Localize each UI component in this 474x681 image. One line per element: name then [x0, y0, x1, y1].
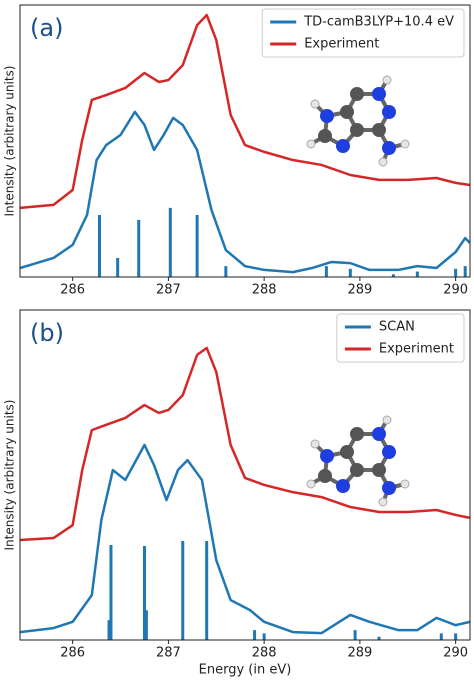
x-tick-label: 290: [443, 283, 468, 298]
plot-area: [20, 346, 470, 640]
legend-label: Experiment: [379, 342, 454, 357]
legend: SCAN Experiment: [336, 313, 465, 363]
legend-label: TD-camB3LYP+10.4 eV: [303, 15, 454, 30]
line-series: [20, 110, 470, 274]
x-axis-label: Energy (in eV): [199, 663, 292, 678]
x-tick-label: 287: [156, 283, 181, 298]
x-tick-label: 290: [443, 646, 468, 661]
legend-label: SCAN: [379, 320, 415, 335]
x-tick-label: 288: [252, 646, 277, 661]
x-tick-label: 288: [252, 283, 277, 298]
molecule: [305, 414, 411, 508]
x-tick-label: 286: [60, 283, 85, 298]
line-series: [20, 346, 470, 542]
x-tick-label: 289: [347, 646, 372, 661]
line-series: [20, 13, 470, 210]
legend-label: Experiment: [304, 37, 379, 52]
plot-area: [20, 13, 470, 277]
y-axis-label: Intensity (arbitrary units): [3, 400, 17, 551]
line-series: [20, 443, 470, 635]
y-axis-label: Intensity (arbitrary units): [3, 66, 17, 217]
legend: TD-camB3LYP+10.4 eV Experiment: [261, 8, 465, 58]
frame: [19, 309, 471, 641]
panel-label: (b): [30, 319, 64, 347]
molecule: [305, 74, 411, 168]
x-tick-label: 287: [156, 646, 181, 661]
frame: [19, 4, 471, 278]
x-tick-label: 286: [60, 646, 85, 661]
panel-label: (a): [30, 14, 63, 42]
x-tick-label: 289: [347, 283, 372, 298]
legend-box: [261, 8, 465, 58]
